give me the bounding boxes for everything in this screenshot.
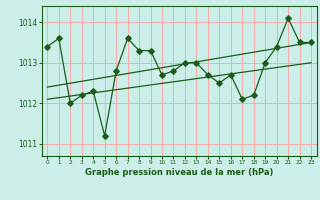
X-axis label: Graphe pression niveau de la mer (hPa): Graphe pression niveau de la mer (hPa) (85, 168, 273, 177)
